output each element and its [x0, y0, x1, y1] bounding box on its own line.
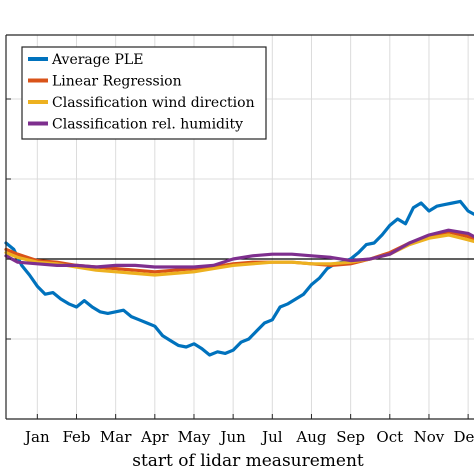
legend-label-4: Classification rel. humidity	[52, 117, 243, 133]
series-line-4	[4, 228, 474, 269]
x-tick-label-mar: Mar	[100, 428, 132, 446]
x-tick-label-feb: Feb	[62, 428, 90, 446]
x-tick-label-sep: Sep	[336, 428, 365, 446]
x-tick-label-aug: Aug	[295, 428, 326, 446]
x-tick-label-may: May	[178, 428, 211, 446]
series-lines	[4, 199, 474, 357]
legend-label-3: Classification wind direction	[52, 95, 255, 111]
x-tick-labels: Jan Feb Mar Apr May Jun Jul Aug Sep Oct Nov Dec	[23, 428, 474, 446]
x-tick-label-apr: Apr	[140, 428, 169, 446]
x-axis-label: start of lidar measurement	[132, 451, 364, 471]
axes-frame	[5, 34, 474, 420]
legend: Average PLE Linear Regression Classificati…	[21, 46, 267, 140]
x-tick-label-jul: Jul	[260, 428, 283, 446]
x-tick-label-oct: Oct	[376, 428, 403, 446]
legend-box	[21, 46, 267, 140]
series-line-1	[4, 199, 474, 357]
x-tick-label-dec: Dec	[453, 428, 474, 446]
x-tick-label-jan: Jan	[23, 428, 50, 446]
legend-label-1: Average PLE	[51, 52, 143, 68]
x-tick-label-nov: Nov	[414, 428, 445, 446]
legend-label-2: Linear Regression	[52, 74, 182, 90]
x-tick-label-jun: Jun	[218, 428, 246, 446]
